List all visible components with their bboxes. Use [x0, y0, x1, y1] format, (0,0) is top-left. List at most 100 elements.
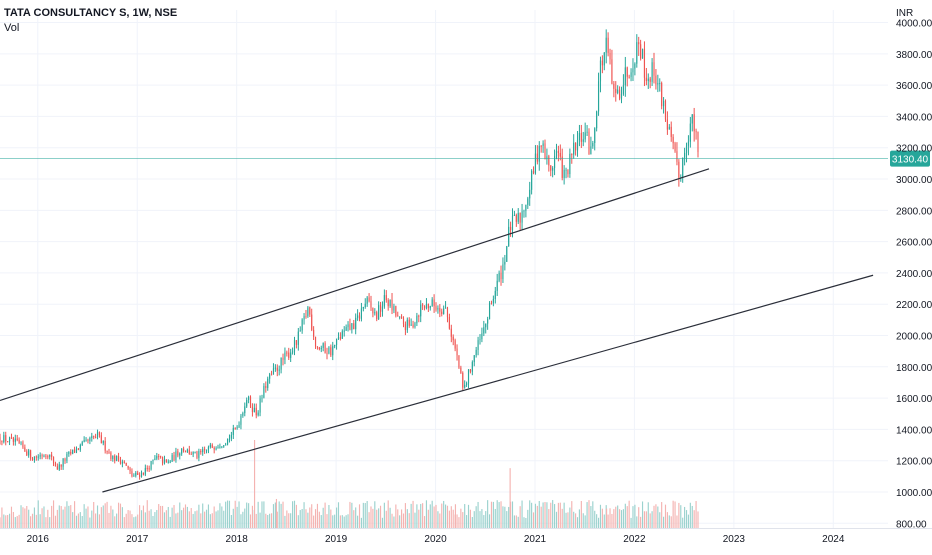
- candle-body: [364, 303, 366, 308]
- volume-bar: [213, 506, 215, 528]
- volume-bar: [641, 501, 644, 528]
- candle-body: [647, 78, 649, 81]
- volume-bar: [401, 509, 403, 528]
- candle-body: [573, 142, 575, 155]
- volume-bar: [391, 513, 393, 528]
- x-axis[interactable]: 2016 2017 2018 2019 2020 2021 2022 2023 2024: [0, 528, 932, 546]
- volume-bar: [87, 506, 89, 528]
- candle-body: [91, 436, 93, 438]
- y-tick-label: 1800.00: [896, 363, 932, 374]
- volume-bar: [674, 501, 676, 528]
- candle-body: [580, 133, 582, 142]
- volume-bar: [219, 503, 221, 528]
- candle-body: [37, 456, 39, 458]
- candle-body: [251, 406, 253, 413]
- volume-bar: [397, 509, 399, 528]
- volume-bar: [165, 510, 167, 528]
- candle-body: [670, 126, 672, 137]
- candle-body: [666, 119, 668, 130]
- candle-body: [490, 303, 493, 305]
- candle-body: [488, 303, 491, 320]
- candle-body: [332, 346, 334, 356]
- candle-body: [66, 453, 68, 461]
- y-axis[interactable]: INR 800.00 1000.00 1200.00 1400.00 1600.00 180…: [896, 8, 932, 530]
- candle-body: [626, 67, 628, 77]
- volume-bar: [131, 514, 133, 528]
- volume-bar: [186, 506, 188, 528]
- volume-bar: [622, 509, 624, 528]
- candle-body: [355, 317, 357, 330]
- candle-body: [467, 369, 470, 384]
- volume-bar: [284, 515, 286, 528]
- candle-body: [79, 444, 81, 450]
- candle-body: [259, 398, 261, 413]
- currency-label: INR: [896, 8, 913, 19]
- candle-body: [276, 367, 278, 371]
- volume-bar: [322, 507, 324, 528]
- volume-bar: [104, 503, 106, 528]
- candle-body: [236, 427, 238, 429]
- candle-body: [297, 331, 299, 345]
- candle-body: [500, 272, 502, 280]
- candle-body: [471, 362, 473, 372]
- volume-bar: [167, 506, 169, 528]
- volume-bar: [481, 509, 483, 528]
- candle-body: [190, 453, 192, 455]
- volume-bar: [272, 504, 275, 528]
- volume-bar: [444, 504, 447, 528]
- candle-body: [313, 329, 315, 337]
- candle-body: [379, 305, 382, 312]
- candle-body: [485, 323, 487, 328]
- candle-body: [54, 463, 57, 467]
- candle-body: [205, 449, 208, 451]
- candle-body: [427, 304, 429, 309]
- candle-body: [98, 432, 101, 436]
- volume-bar: [43, 506, 45, 528]
- candle-body: [1, 440, 3, 443]
- volume-bar: [422, 503, 424, 528]
- volume-bar: [183, 507, 185, 528]
- candle-body: [678, 161, 680, 178]
- volume-bar: [429, 504, 431, 528]
- y-tick-label: 2800.00: [896, 206, 932, 217]
- volume-bar: [680, 505, 682, 528]
- volume-bar: [458, 517, 460, 528]
- volume-bar: [418, 509, 420, 528]
- volume-bar: [439, 513, 441, 528]
- volume-bar: [347, 514, 349, 528]
- candle-body: [337, 337, 340, 339]
- volume-bar: [228, 500, 231, 528]
- volume-bar: [1, 507, 3, 528]
- candle-body: [62, 458, 64, 467]
- volume-bar: [399, 515, 401, 528]
- candle-body: [353, 323, 355, 330]
- candle-body: [311, 314, 313, 330]
- candle-body: [697, 131, 699, 153]
- volume-bar: [66, 501, 68, 528]
- volume-bar: [259, 512, 261, 528]
- candle-body: [693, 114, 695, 132]
- volume-label[interactable]: Vol: [4, 22, 20, 34]
- candle-body: [569, 153, 571, 175]
- volume-bar: [299, 510, 301, 528]
- volume-bar: [573, 511, 575, 528]
- volume-bar: [39, 514, 41, 528]
- candle-body: [676, 151, 678, 162]
- volume-bar: [110, 505, 112, 528]
- candle-body: [129, 468, 131, 472]
- volume-bar: [687, 514, 690, 528]
- volume-bar: [194, 511, 196, 528]
- y-tick-label: 1600.00: [896, 394, 932, 405]
- trendline[interactable]: [0, 168, 710, 402]
- symbol-title[interactable]: TATA CONSULTANCY S, 1W, NSE: [4, 7, 178, 19]
- volume-bar: [223, 510, 225, 528]
- candle-body: [630, 72, 632, 77]
- candle-body: [383, 295, 385, 307]
- trendline[interactable]: [102, 274, 874, 493]
- volume-bar: [615, 506, 617, 528]
- trendlines[interactable]: [0, 168, 874, 493]
- volume-bar: [664, 504, 667, 528]
- candle-body: [603, 52, 605, 66]
